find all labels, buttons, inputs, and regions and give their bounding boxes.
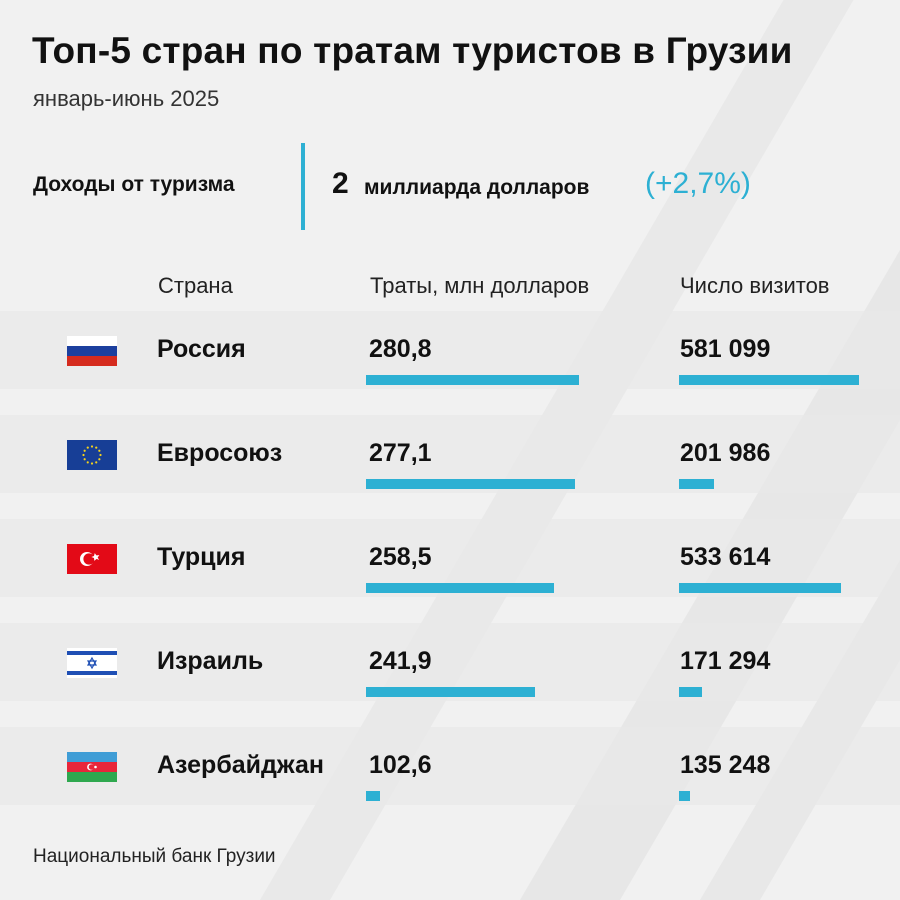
summary-label: Доходы от туризма [33,173,235,196]
visits-value-label: 581 099 [680,335,771,363]
country-name: Азербайджан [157,751,324,779]
azerbaijan-flag-icon [67,752,117,782]
table-row: Азербайджан 102,6 135 248 [0,727,900,827]
table-row: Турция 258,5 533 614 [0,519,900,619]
spend-value-label: 258,5 [369,543,432,571]
summary-value: 2 [332,167,349,200]
column-header-country: Страна [158,273,233,298]
spend-bar [366,687,535,697]
column-header-visits: Число визитов [680,273,830,298]
country-name: Израиль [157,647,264,675]
summary-change: (+2,7%) [645,167,751,200]
country-name: Евросоюз [157,439,283,467]
russia-flag-icon [67,336,117,366]
visits-value-label: 171 294 [680,647,771,675]
chart-title: Топ-5 стран по тратам туристов в Грузии [32,30,793,71]
spend-bar [366,479,575,489]
spend-value-label: 241,9 [369,647,432,675]
chart-subtitle: январь-июнь 2025 [33,86,220,111]
spend-bar [366,375,579,385]
visits-bar [679,375,859,385]
summary-panel: Доходы от туризма 2 миллиарда долларов (… [0,143,900,230]
table-row: Россия 280,8 581 099 [0,311,900,411]
spend-value-label: 277,1 [369,439,432,467]
spend-bar [366,791,380,801]
summary-unit: миллиарда долларов [364,176,590,199]
column-header-spend: Траты, млн долларов [370,273,590,298]
eu-flag-icon [67,440,117,470]
israel-flag-icon [67,648,117,678]
country-name: Турция [157,543,246,571]
visits-bar [679,583,841,593]
spend-value-label: 102,6 [369,751,432,779]
turkey-flag-icon [67,544,117,574]
visits-bar [679,791,690,801]
country-name: Россия [157,335,246,363]
visits-value-label: 135 248 [680,751,771,779]
row-background [0,727,900,805]
table-row: Евросоюз 277,1 201 986 [0,415,900,515]
summary-divider [301,143,305,230]
visits-bar [679,479,714,489]
spend-value-label: 280,8 [369,335,432,363]
visits-value-label: 533 614 [680,543,771,571]
table-row: Израиль 241,9 171 294 [0,623,900,723]
spend-bar [366,583,554,593]
source-note: Национальный банк Грузии [33,846,276,867]
visits-bar [679,687,702,697]
visits-value-label: 201 986 [680,439,771,467]
